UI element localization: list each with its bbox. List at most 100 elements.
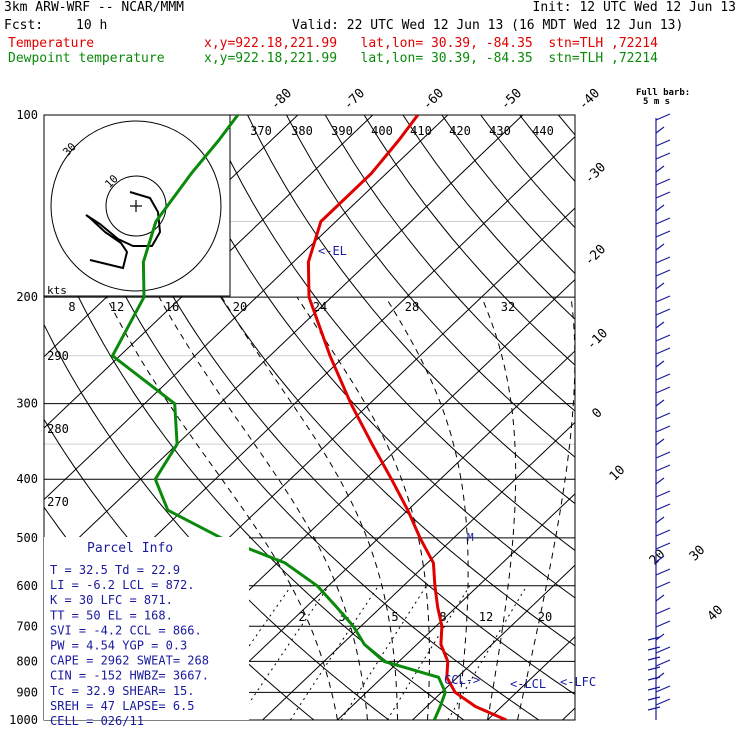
moist-adiabat-line <box>385 296 469 720</box>
isotherm-label: -70 <box>341 86 368 113</box>
wind-barb <box>655 698 671 706</box>
wind-barb <box>655 620 671 628</box>
wind-barb <box>655 399 665 407</box>
pressure-label: 500 <box>16 531 38 545</box>
dry-adiabat-line <box>324 115 575 412</box>
isotherm-label: 40 <box>705 603 727 625</box>
pressure-label: 100 <box>16 108 38 122</box>
isotherm-line <box>44 115 374 429</box>
wind-barb <box>655 347 671 355</box>
isotherm-line <box>562 707 575 720</box>
isotherm-line <box>638 115 740 720</box>
theta-label: 290 <box>47 349 69 363</box>
dry-adiabat-line <box>519 115 575 183</box>
pressure-label: 1000 <box>9 713 38 727</box>
init-time: Init: 12 UTC Wed 12 Jun 13 <box>532 0 737 15</box>
dry-adiabat-line <box>597 115 740 733</box>
ccl-marker: CCL-> <box>444 673 480 687</box>
wind-barb <box>655 308 671 316</box>
mixing-ratio-line <box>447 585 528 720</box>
isotherm-label: -50 <box>498 86 525 113</box>
isotherm-label: -30 <box>582 160 609 187</box>
dry-adiabat-line <box>286 115 575 458</box>
dry-adiabat-line <box>636 115 740 733</box>
dry-adiabat-line <box>714 115 740 733</box>
wind-barb <box>655 191 671 199</box>
wind-barb <box>655 503 671 511</box>
theta-label: 270 <box>47 495 69 509</box>
moist-adiabat-line <box>106 296 338 720</box>
wind-barb <box>655 152 671 160</box>
wind-barb <box>655 425 671 433</box>
m-marker: M <box>467 531 474 544</box>
isotherm-label: 20 <box>647 547 669 569</box>
wind-barb <box>655 581 671 589</box>
pressure-label: 900 <box>16 685 38 699</box>
moist-adiabat-line <box>296 296 430 720</box>
mixing-ratio-label: 3 <box>338 610 345 624</box>
wind-barb <box>655 139 671 147</box>
dry-adiabat-line <box>441 115 575 275</box>
dry-adiabat-line <box>208 115 575 552</box>
wind-barb <box>655 217 671 225</box>
wind-barb <box>655 685 671 693</box>
temperature-line <box>306 115 507 720</box>
wind-barb <box>655 386 671 394</box>
wind-barb <box>655 490 671 498</box>
dry-adiabat-line <box>363 115 575 366</box>
el-marker: <-EL <box>318 244 347 258</box>
parcel-info-panel <box>44 537 249 720</box>
wind-barb <box>655 594 665 602</box>
theta-label: 280 <box>47 422 69 436</box>
pressure-label: 600 <box>16 579 38 593</box>
mixing-ratio-label: 20 <box>538 610 552 624</box>
mixing-ratio-label: 5 <box>391 610 398 624</box>
mixing-ratio-label: 8 <box>68 300 75 314</box>
pressure-label: 700 <box>16 619 38 633</box>
pressure-label: 300 <box>16 397 38 411</box>
wind-barb <box>655 269 671 277</box>
mixing-ratio-label: 16 <box>165 300 179 314</box>
wind-barb <box>655 412 671 420</box>
moist-adiabat-line <box>481 296 517 720</box>
wind-barb <box>655 282 665 290</box>
theta-label: 410 <box>410 124 432 138</box>
isotherm-line <box>262 421 575 720</box>
theta-label: 430 <box>489 124 511 138</box>
hodograph-ring <box>50 120 222 292</box>
mixing-ratio-label: 24 <box>313 300 327 314</box>
isotherm-line <box>44 115 449 501</box>
parcel-info-row: CELL = 026/11 <box>50 714 144 728</box>
dewpoint-legend: Dewpoint temperature <box>8 51 165 66</box>
mixing-ratio-line <box>289 585 379 720</box>
mixing-ratio-line <box>386 585 471 720</box>
wind-barb <box>647 676 661 681</box>
wind-barb <box>655 451 671 459</box>
isotherm-label: 10 <box>607 463 629 485</box>
wind-barb <box>655 555 665 563</box>
moist-adiabat-line <box>158 296 368 720</box>
parcel-info-row: LI = -6.2 LCL = 872. <box>50 578 195 592</box>
model-title: 3km ARW-WRF -- NCAR/MMM <box>4 0 185 15</box>
theta-label: 380 <box>291 124 313 138</box>
valid-time: Valid: 22 UTC Wed 12 Jun 13 (16 MDT Wed … <box>292 18 684 33</box>
temperature-location: x,y=922.18,221.99 lat,lon= 30.39, -84.35… <box>204 36 658 51</box>
isotherm-label: -40 <box>576 86 603 113</box>
mixing-ratio-label: 20 <box>233 300 247 314</box>
temperature-legend: Temperature <box>8 36 95 51</box>
dewpoint-location: x,y=922.18,221.99 lat,lon= 30.39, -84.35… <box>204 51 658 66</box>
plot-frame <box>43 114 576 721</box>
wind-barb <box>647 646 661 651</box>
dry-adiabat-line <box>52 115 540 720</box>
isotherm-line <box>487 635 575 720</box>
dry-adiabat-line <box>675 115 740 733</box>
dry-adiabat-line <box>169 115 575 599</box>
wind-barb <box>647 686 661 691</box>
barb-legend-line1: Full barb: <box>636 88 690 98</box>
wind-barb <box>655 464 671 472</box>
mixing-ratio-label: 8 <box>439 610 446 624</box>
forecast-label: Fcst: <box>4 18 44 33</box>
wind-barb <box>655 243 665 251</box>
mixing-ratio-label: 28 <box>405 300 419 314</box>
isotherm-label: -60 <box>420 86 447 113</box>
